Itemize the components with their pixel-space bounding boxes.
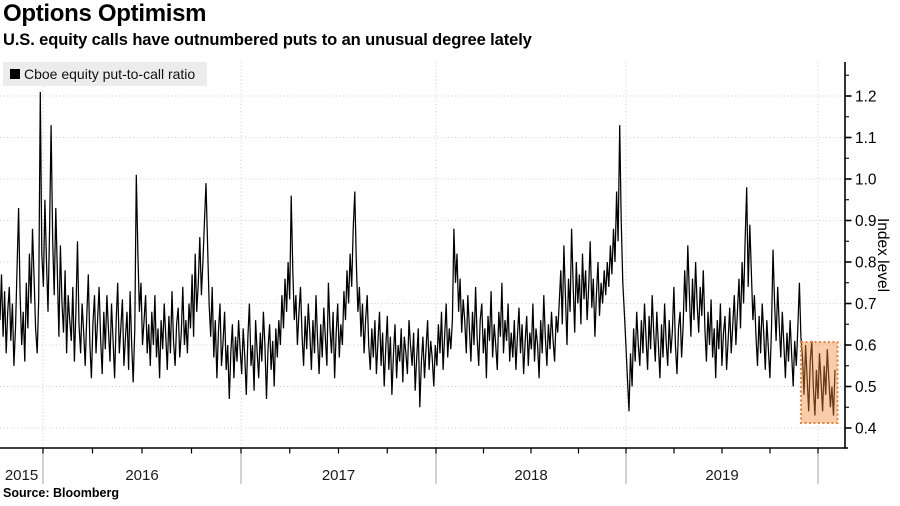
y-tick-label: 0.8 [855, 255, 877, 272]
x-year-label: 2015 [5, 467, 38, 484]
y-tick-label: 0.9 [855, 213, 877, 230]
x-year-label: 2017 [322, 467, 355, 484]
y-tick-label: 1.1 [855, 130, 877, 147]
y-tick-label: 1.2 [855, 89, 877, 106]
y-axis-title: Index level [874, 218, 891, 292]
y-tick-label: 0.5 [855, 379, 877, 396]
source-label: Source: Bloomberg [3, 486, 119, 500]
highlight-box [799, 341, 839, 425]
x-year-label: 2018 [514, 467, 547, 484]
y-tick-label: 0.4 [855, 421, 877, 438]
y-tick-label: 0.6 [855, 338, 877, 355]
legend-swatch-icon [10, 69, 20, 79]
ratio-line [0, 91, 836, 416]
x-year-label: 2019 [705, 467, 738, 484]
y-tick-label: 0.7 [855, 296, 877, 313]
legend-label: Cboe equity put-to-call ratio [24, 66, 196, 82]
legend: Cboe equity put-to-call ratio [3, 62, 208, 86]
chart-subtitle: U.S. equity calls have outnumbered puts … [3, 31, 532, 49]
x-year-label: 2016 [125, 467, 158, 484]
page-title: Options Optimism [3, 0, 207, 27]
y-tick-label: 1.0 [855, 172, 877, 189]
